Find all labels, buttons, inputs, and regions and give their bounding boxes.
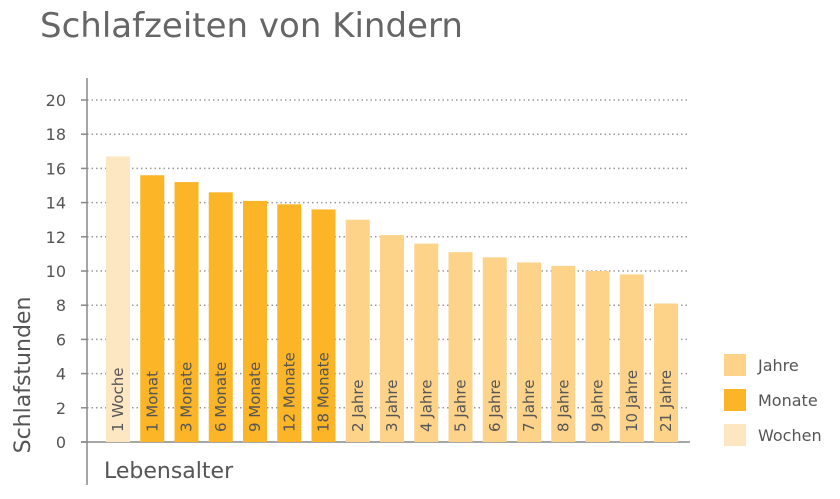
bar-label: 5 Jahre	[452, 380, 470, 433]
bar	[585, 271, 610, 442]
legend-label: Monate	[758, 391, 818, 410]
y-tick-label: 0	[56, 433, 66, 452]
legend-swatch	[724, 389, 746, 411]
legend-swatch	[724, 354, 746, 376]
y-axis-title: Schlafstunden	[11, 297, 36, 454]
bar-label: 10 Jahre	[623, 370, 641, 432]
y-tick-label: 8	[56, 296, 66, 315]
y-tick-label: 14	[46, 194, 66, 213]
bar	[654, 303, 678, 442]
y-tick-label: 4	[56, 365, 66, 384]
y-tick-label: 12	[46, 228, 66, 247]
bar-label: 4 Jahre	[417, 380, 435, 433]
bar-label: 1 Monat	[143, 371, 161, 432]
bar-label: 9 Jahre	[589, 380, 607, 433]
bar	[311, 209, 336, 442]
bar-label: 1 Woche	[109, 368, 127, 432]
bar	[380, 235, 404, 442]
bar-label: 12 Monate	[280, 352, 298, 432]
bar	[482, 257, 507, 442]
y-tick-label: 18	[46, 125, 66, 144]
bar-label: 3 Monate	[178, 362, 196, 432]
bar-label: 21 Jahre	[657, 370, 675, 432]
bar-label: 8 Jahre	[554, 380, 572, 433]
bar-label: 9 Monate	[246, 362, 264, 432]
y-tick-label: 16	[46, 159, 66, 178]
legend-label: Jahre	[757, 356, 799, 375]
bar-label: 6 Jahre	[486, 380, 504, 433]
bar	[345, 219, 370, 442]
legend-label: Wochen	[758, 426, 822, 445]
bar	[140, 175, 165, 443]
bar	[174, 182, 199, 442]
y-tick-label: 2	[56, 399, 66, 418]
bar	[551, 265, 576, 442]
bar-label: 3 Jahre	[383, 380, 401, 433]
x-axis-title: Lebensalter	[104, 459, 234, 484]
bar	[619, 274, 644, 442]
bar	[106, 156, 130, 442]
bar-label: 6 Monate	[212, 362, 230, 432]
bar-label: 18 Monate	[315, 352, 333, 432]
bar	[517, 262, 541, 442]
bar	[448, 252, 473, 442]
chart-title: Schlafzeiten von Kindern	[40, 6, 463, 46]
y-tick-label: 10	[46, 262, 66, 281]
bar	[208, 192, 233, 442]
y-tick-label: 6	[56, 330, 66, 349]
bar	[243, 200, 267, 442]
bar-label: 2 Jahre	[349, 380, 367, 433]
bar-label: 7 Jahre	[520, 380, 538, 433]
bar	[277, 204, 302, 442]
y-tick-label: 20	[46, 91, 66, 110]
bar	[414, 243, 439, 442]
legend-swatch	[724, 424, 746, 446]
